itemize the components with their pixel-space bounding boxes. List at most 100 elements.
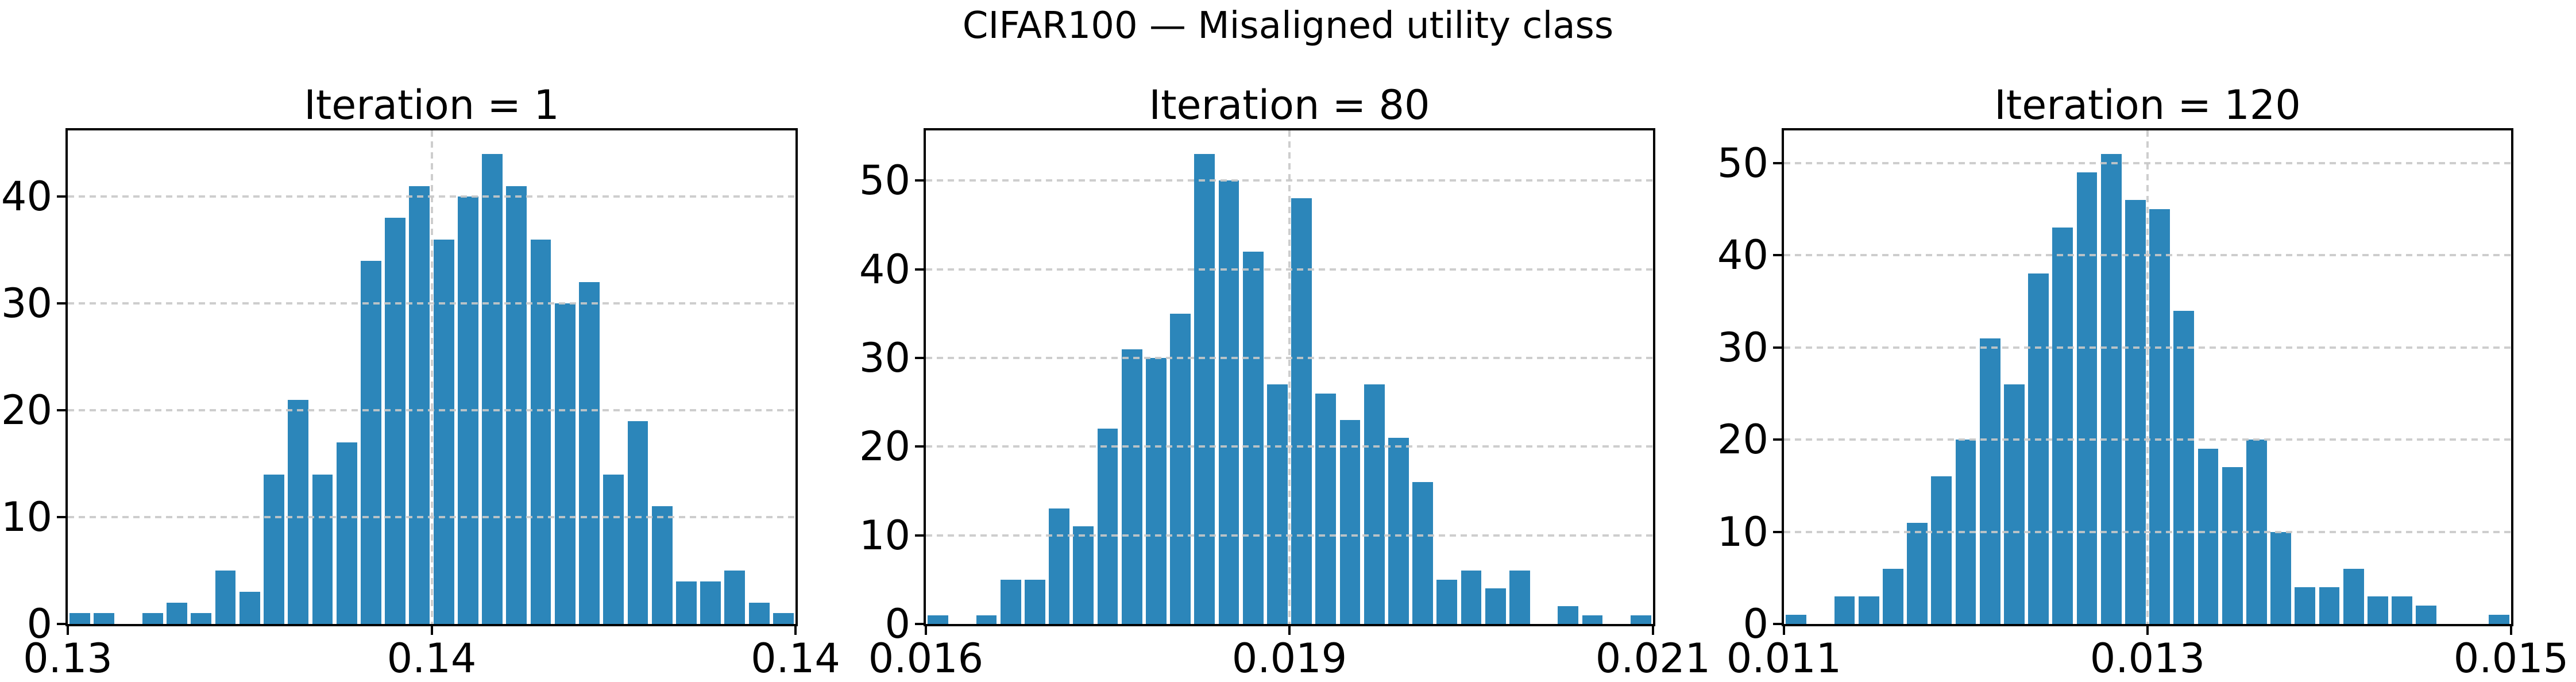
histogram-bar (2392, 596, 2413, 624)
histogram-bar (1931, 476, 1952, 624)
histogram-bar (2149, 209, 2171, 624)
histogram-bar (69, 613, 91, 624)
x-tick-mark (67, 626, 69, 635)
y-tick-mark (57, 516, 65, 519)
histogram-bar (2343, 568, 2364, 624)
histogram-bar (1461, 571, 1482, 624)
histogram-bar (1339, 419, 1361, 624)
y-tick-mark (915, 445, 924, 448)
histogram-bar (1412, 482, 1434, 624)
histogram-bar (385, 218, 406, 624)
y-tick-mark (1773, 438, 1782, 441)
histogram-bar (651, 506, 673, 624)
histogram-bar (1049, 508, 1070, 624)
histogram-bar (1266, 384, 1288, 624)
histogram-bar (2222, 467, 2243, 624)
histogram-bar (191, 613, 212, 624)
histogram-bar (700, 581, 721, 624)
histogram-bar (554, 303, 576, 624)
histogram-bar (142, 613, 163, 624)
histogram-bar (928, 615, 949, 624)
gridline-vertical (430, 130, 433, 624)
x-tick-label: 0.021 (1595, 635, 1711, 682)
x-tick-label: 0.019 (1231, 635, 1347, 682)
histogram-bar (1291, 198, 1312, 624)
histogram-bar (506, 186, 527, 624)
y-tick-label: 10 (859, 511, 910, 559)
histogram-bar (1242, 251, 1264, 624)
y-tick-mark (1773, 530, 1782, 533)
y-tick-label: 50 (1717, 139, 1768, 187)
y-tick-label: 10 (1717, 508, 1768, 556)
histogram-bar (1194, 153, 1215, 624)
y-tick-label: 30 (1, 280, 52, 327)
x-tick-mark (1652, 626, 1654, 635)
x-tick-label: 0.14 (387, 635, 477, 682)
histogram-bar (2367, 596, 2388, 624)
x-tick-mark (430, 626, 433, 635)
histogram-bar (312, 474, 333, 624)
histogram-bar (2295, 587, 2316, 624)
histogram-bar (2173, 310, 2195, 624)
y-tick-label: 40 (1, 173, 52, 221)
histogram-bar (724, 571, 746, 624)
histogram-bar (1485, 588, 1506, 624)
y-tick-mark (915, 268, 924, 271)
histogram-bar (288, 399, 309, 624)
histogram-bar (2076, 172, 2098, 624)
histogram-bar (1000, 579, 1021, 624)
histogram-bar (1097, 429, 1118, 624)
histogram-bar (2197, 449, 2219, 624)
histogram-bar (1907, 522, 1928, 624)
gridline-vertical (1288, 130, 1291, 624)
histogram-bar (676, 581, 697, 624)
figure-title: CIFAR100 — Misaligned utility class (962, 5, 1614, 47)
histogram-bar (1364, 384, 1385, 624)
histogram-bar (2003, 384, 2025, 624)
histogram-bar (1170, 313, 1191, 624)
x-tick-mark (1783, 626, 1785, 635)
histogram-bar (2125, 200, 2146, 624)
x-tick-label: 0.011 (1726, 635, 1842, 682)
histogram-bar (409, 186, 430, 624)
histogram-bar (1786, 614, 1807, 624)
subplot-title-iteration-1: Iteration = 1 (304, 82, 559, 129)
x-tick-mark (2510, 626, 2512, 635)
y-tick-label: 10 (1, 494, 52, 541)
y-tick-mark (57, 623, 65, 625)
histogram-bar (2416, 605, 2437, 624)
histogram-bar (336, 442, 357, 624)
histogram-bar (579, 282, 600, 624)
histogram-bar (2319, 587, 2340, 624)
histogram-panel-iteration-1 (65, 128, 798, 626)
histogram-bar (2028, 273, 2049, 624)
y-tick-label: 30 (859, 334, 910, 382)
histogram-bar (1024, 579, 1045, 624)
x-tick-mark (794, 626, 797, 635)
y-tick-mark (1773, 623, 1782, 625)
histogram-bar (1388, 437, 1409, 624)
histogram-bar (1218, 180, 1239, 624)
x-tick-label: 0.013 (2090, 635, 2206, 682)
y-tick-mark (57, 195, 65, 198)
histogram-bar (433, 239, 454, 624)
histogram-bar (773, 613, 794, 624)
histogram-panel-iteration-120 (1782, 128, 2513, 626)
subplot-title-iteration-80: Iteration = 80 (1149, 82, 1430, 129)
y-tick-label: 30 (1717, 323, 1768, 371)
histogram-bar (1073, 526, 1094, 624)
histogram-bar (1582, 615, 1603, 624)
histogram-bar (627, 421, 648, 624)
histogram-panel-iteration-80 (924, 128, 1655, 626)
y-tick-label: 0 (885, 600, 910, 648)
histogram-bar (482, 153, 503, 624)
y-tick-mark (915, 623, 924, 625)
histogram-bar (1858, 596, 1879, 624)
y-tick-mark (915, 356, 924, 359)
histogram-bar (1630, 615, 1651, 624)
histogram-bar (603, 474, 624, 624)
y-tick-label: 50 (859, 157, 910, 205)
histogram-bar (530, 239, 551, 624)
x-tick-mark (2146, 626, 2149, 635)
y-tick-mark (57, 302, 65, 305)
